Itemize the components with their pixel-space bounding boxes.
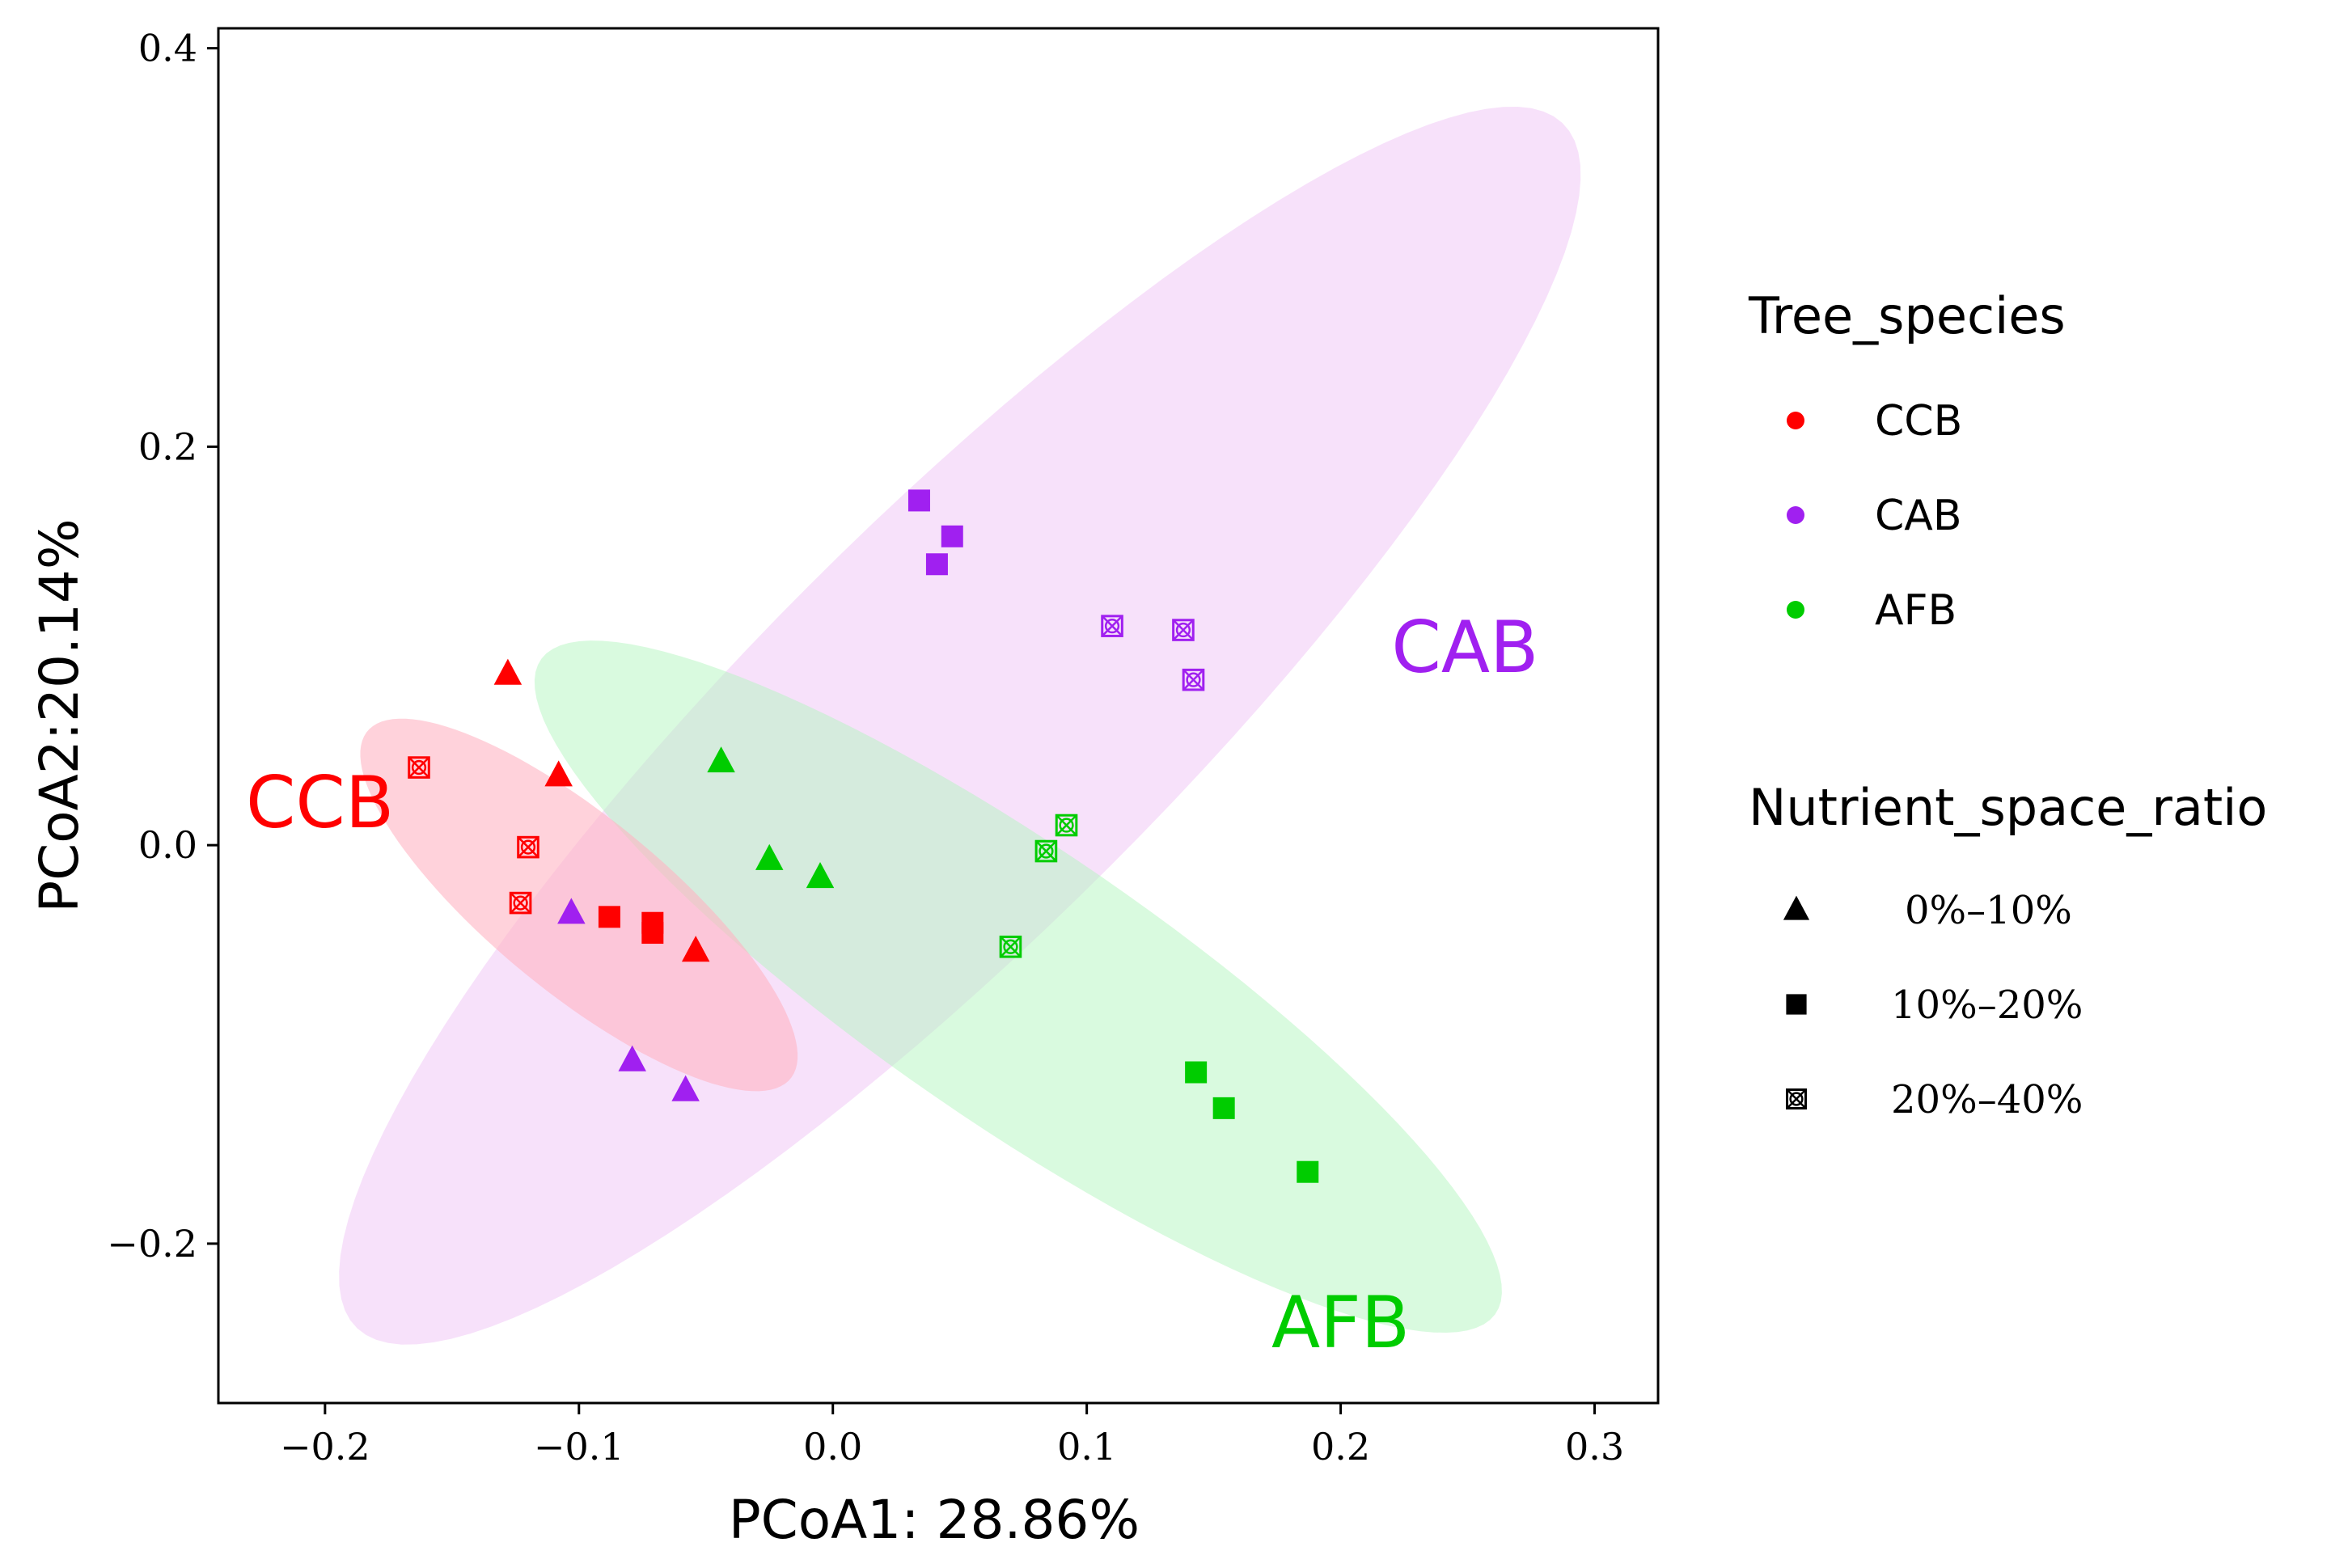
- x-tick-label: −0.2: [280, 1425, 370, 1469]
- data-point-afb-boxcross-ring: [1039, 843, 1054, 859]
- data-point-ccb-boxcross-diag2: [408, 756, 430, 779]
- data-point-ccb-triangle: [681, 936, 710, 962]
- legend-shape-boxcross-ring: [1789, 1092, 1804, 1106]
- group-label-cab: CAB: [1391, 606, 1538, 689]
- data-point-cab-boxcross-ring: [1104, 619, 1120, 634]
- legend-shape-boxcross-box: [1786, 1088, 1807, 1109]
- legend-dot-ccb: [1787, 412, 1804, 429]
- data-point-ccb-boxcross-box: [509, 891, 532, 915]
- x-tick-label: 0.2: [1311, 1425, 1370, 1469]
- data-point-cab-boxcross-box: [1182, 668, 1205, 691]
- data-point-afb-boxcross-box: [999, 935, 1022, 958]
- data-point-ccb-square: [641, 922, 664, 945]
- data-point-afb-triangle: [707, 746, 735, 773]
- data-point-afb-boxcross-diag2: [1035, 840, 1057, 862]
- data-point-cab-square: [907, 489, 930, 512]
- data-point-ccb-boxcross-ring: [411, 759, 427, 776]
- legend-shape-boxcross-diag2: [1786, 1088, 1807, 1109]
- data-point-cab-boxcross-diag2: [1182, 669, 1204, 691]
- legend: Tree_species CCB CAB AFB Nutrient_space_ra…: [1748, 286, 2267, 1122]
- data-point-afb-boxcross: [1034, 839, 1058, 863]
- y-axis-title: PCoA2:20.14%: [28, 518, 91, 912]
- data-point-afb-boxcross-ring: [1059, 818, 1074, 833]
- y-tick-label: 0.2: [138, 425, 197, 468]
- group-label-afb: AFB: [1271, 1281, 1410, 1364]
- data-point-afb-boxcross: [999, 935, 1022, 958]
- data-point-cab-triangle: [671, 1075, 700, 1101]
- ellipse-layer: [339, 107, 1581, 1345]
- data-point-ccb-boxcross: [408, 756, 430, 779]
- legend-color-title: Tree_species: [1748, 286, 2066, 345]
- data-point-afb-square: [1185, 1061, 1208, 1084]
- legend-shape-label-boxcross: 20%–40%: [1891, 1077, 2083, 1122]
- data-point-afb-boxcross-ring: [1003, 939, 1018, 954]
- y-tick-label: 0.4: [138, 27, 197, 70]
- data-point-afb-triangle: [806, 861, 835, 889]
- group-label-ccb: CCB: [246, 761, 394, 844]
- data-point-afb-boxcross-box: [1034, 839, 1058, 863]
- data-point-afb-square: [1297, 1160, 1319, 1183]
- ellipse-afb: [534, 640, 1502, 1333]
- legend-color-items: CCB CAB AFB: [1787, 397, 1962, 635]
- data-point-ccb-boxcross-ring: [513, 895, 528, 911]
- data-point-afb-boxcross-diag2: [1056, 814, 1077, 836]
- data-point-ccb-boxcross: [509, 891, 532, 915]
- data-point-ccb-boxcross: [517, 835, 539, 859]
- legend-shape-triangle: [1783, 895, 1810, 920]
- legend-dot-afb: [1787, 601, 1804, 619]
- data-point-afb-boxcross: [1055, 814, 1078, 837]
- data-point-ccb-boxcross-box: [517, 835, 539, 859]
- data-point-cab-boxcross-diag2: [1101, 615, 1123, 637]
- data-point-cab-triangle: [557, 898, 586, 924]
- legend-shape-label-triangle: 0%–10%: [1905, 888, 2072, 933]
- legend-shape-items: 0%–10% 10%–20% 20%–40%: [1783, 888, 2083, 1122]
- data-point-ccb-triangle: [493, 658, 522, 685]
- data-point-afb-triangle: [755, 843, 784, 870]
- legend-dot-cab: [1787, 506, 1804, 524]
- x-axis: −0.2 −0.1 0.0 0.1 0.2 0.3: [280, 1403, 1624, 1469]
- group-label-layer: CCB CAB AFB: [246, 606, 1538, 1364]
- legend-label-cab: CAB: [1875, 492, 1962, 540]
- legend-shape-square: [1786, 994, 1807, 1015]
- data-point-afb-square: [1212, 1097, 1235, 1119]
- data-point-afb-boxcross-diag2: [1000, 936, 1022, 957]
- plot-frame: [217, 27, 1660, 1405]
- data-point-cab-boxcross-box: [1172, 619, 1195, 641]
- data-point-cab-square: [941, 525, 963, 547]
- x-tick-label: −0.1: [534, 1425, 624, 1469]
- data-point-ccb-boxcross-box: [408, 756, 430, 779]
- y-tick-label: 0.0: [138, 823, 197, 867]
- data-point-cab-boxcross: [1172, 619, 1195, 641]
- data-point-cab-boxcross-diag2: [1172, 619, 1195, 641]
- data-point-cab-triangle: [618, 1045, 646, 1071]
- data-point-ccb-boxcross-diag2: [517, 836, 539, 858]
- x-tick-label: 0.0: [803, 1425, 862, 1469]
- legend-shape-label-square: 10%–20%: [1891, 983, 2083, 1028]
- x-tick-label: 0.1: [1057, 1425, 1116, 1469]
- data-point-cab-boxcross-ring: [1186, 672, 1201, 687]
- x-axis-title: PCoA1: 28.86%: [729, 1489, 1140, 1551]
- data-point-ccb-boxcross-diag2: [510, 892, 531, 914]
- data-point-cab-boxcross: [1182, 668, 1205, 691]
- data-point-cab-boxcross: [1101, 615, 1123, 637]
- y-tick-label: −0.2: [107, 1222, 197, 1266]
- legend-shape-boxcross: [1786, 1088, 1807, 1109]
- data-point-ccb-boxcross-ring: [520, 839, 536, 855]
- legend-shape-title: Nutrient_space_ratio: [1749, 778, 2267, 837]
- y-axis: −0.2 0.0 0.2 0.4: [107, 27, 218, 1266]
- x-tick-label: 0.3: [1565, 1425, 1624, 1469]
- points-layer: [408, 489, 1319, 1183]
- data-point-afb-boxcross-box: [1055, 814, 1078, 837]
- data-point-cab-square: [925, 553, 948, 576]
- data-point-cab-boxcross-ring: [1175, 622, 1191, 638]
- legend-label-afb: AFB: [1875, 586, 1957, 635]
- data-point-ccb-square: [598, 906, 620, 928]
- data-point-cab-boxcross-box: [1101, 615, 1123, 637]
- ellipse-ccb: [360, 718, 798, 1092]
- legend-label-ccb: CCB: [1875, 397, 1962, 446]
- data-point-ccb-triangle: [544, 760, 573, 787]
